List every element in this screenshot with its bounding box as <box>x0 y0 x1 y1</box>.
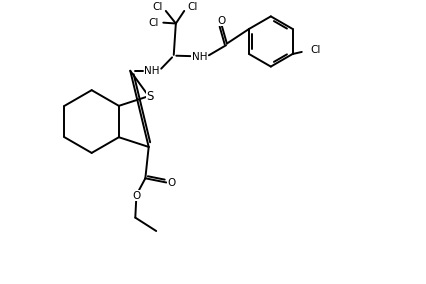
Text: Cl: Cl <box>148 18 158 28</box>
Text: O: O <box>218 16 226 26</box>
Text: NH: NH <box>144 66 160 76</box>
Text: Cl: Cl <box>310 45 320 55</box>
Text: O: O <box>167 178 176 188</box>
Text: O: O <box>132 191 140 201</box>
Text: Cl: Cl <box>152 2 163 12</box>
Text: Cl: Cl <box>187 2 198 12</box>
Text: NH: NH <box>192 52 207 62</box>
Text: S: S <box>147 90 154 103</box>
